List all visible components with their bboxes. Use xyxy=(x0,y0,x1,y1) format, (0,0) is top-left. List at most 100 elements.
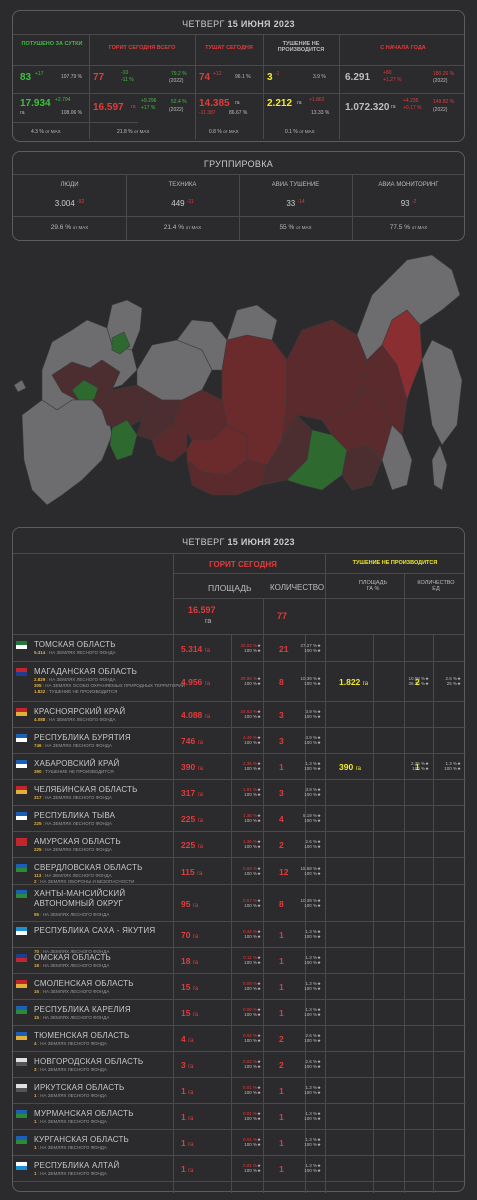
region-count: 3 xyxy=(279,736,284,746)
table-row[interactable]: СМОЛЕНСКАЯ ОБЛАСТЬ 15 : НА ЗЕМЛЯХ ЛЕСНОГ… xyxy=(13,974,466,1000)
grouping-value: 449 -11 xyxy=(171,199,194,208)
table-row[interactable]: КУРГАНСКАЯ ОБЛАСТЬ 1 : НА ЗЕМЛЯХ ЛЕСНОГО… xyxy=(13,1130,466,1156)
grouping-header: ТЕХНИКА xyxy=(168,182,197,188)
region-area: 1 га xyxy=(181,1164,194,1174)
burning-total-count: 77 xyxy=(93,72,105,83)
grouping-max: 77.5 % от MAX xyxy=(389,224,428,231)
burning-total-area: 16.597 xyxy=(93,102,124,113)
region-flag-icon xyxy=(16,864,27,872)
region-area: 3 га xyxy=(181,1060,194,1070)
region-count: 2 xyxy=(279,1060,284,1070)
region-name: КРАСНОЯРСКИЙ КРАЙ xyxy=(34,707,126,716)
region-flag-icon xyxy=(16,1006,27,1014)
table-row[interactable]: ЧЕЛЯБИНСКАЯ ОБЛАСТЬ 317 : НА ЗЕМЛЯХ ЛЕСН… xyxy=(13,780,466,806)
not-extinguished-header: ТУШЕНИЕ НЕ ПРОИЗВОДИТСЯ xyxy=(352,560,438,566)
region-count: 1 xyxy=(279,1086,284,1096)
total-area: 16.597 xyxy=(188,605,216,615)
table-row[interactable]: РЕСПУБЛИКА САХА - ЯКУТИЯ 70 : НА ЗЕМЛЯХ … xyxy=(13,922,466,954)
region-area: 4.956 га xyxy=(181,677,211,687)
region-area: 746 га xyxy=(181,736,203,746)
russia-fire-map xyxy=(13,254,463,506)
table-row[interactable]: НОВГОРОДСКАЯ ОБЛАСТЬ 3 : НА ЗЕМЛЯХ ЛЕСНО… xyxy=(13,1052,466,1078)
region-flag-icon xyxy=(16,786,27,794)
map-region-primorye xyxy=(381,424,413,491)
region-sub: 1 : НА ЗЕМЛЯХ ЛЕСНОГО ФОНДА xyxy=(34,1119,107,1124)
area-header: ПЛОЩАДЬ xyxy=(208,583,252,593)
region-flag-icon xyxy=(16,708,27,716)
region-name: МАГАДАНСКАЯ ОБЛАСТЬ xyxy=(34,667,138,676)
region-name: РЕСПУБЛИКА ТЫВА xyxy=(34,811,116,820)
count-header: КОЛИЧЕСТВО xyxy=(270,583,325,592)
region-name: СВЕРДЛОВСКАЯ ОБЛАСТЬ xyxy=(34,863,143,872)
region-sub: 225 : НА ЗЕМЛЯХ ЛЕСНОГО ФОНДА xyxy=(34,847,112,852)
region-sub: 5.314 : НА ЗЕМЛЯХ ЛЕСНОГО ФОНДА xyxy=(34,650,116,655)
region-sub: 18 : НА ЗЕМЛЯХ ЛЕСНОГО ФОНДА xyxy=(34,963,110,968)
region-area: 18 га xyxy=(181,956,199,966)
region-count: 3 xyxy=(279,788,284,798)
region-area: 1 га xyxy=(181,1086,194,1096)
region-name: ИРКУТСКАЯ ОБЛАСТЬ xyxy=(34,1083,125,1092)
region-flag-icon xyxy=(16,954,27,962)
region-sub: 2.829 : НА ЗЕМЛЯХ ЛЕСНОГО ФОНДА xyxy=(34,677,116,682)
region-area: 4 га xyxy=(181,1034,194,1044)
table-row[interactable]: РЕСПУБЛИКА АЛТАЙ 1 : НА ЗЕМЛЯХ ЛЕСНОГО Ф… xyxy=(13,1156,466,1182)
region-name: ТЮМЕНСКАЯ ОБЛАСТЬ xyxy=(34,1031,130,1040)
region-area: 115 га xyxy=(181,866,203,877)
table-row[interactable]: ТЮМЕНСКАЯ ОБЛАСТЬ 4 : НА ЗЕМЛЯХ ЛЕСНОГО … xyxy=(13,1026,466,1052)
table-row[interactable]: ТОМСКАЯ ОБЛАСТЬ 5.314 : НА ЗЕМЛЯХ ЛЕСНОГ… xyxy=(13,635,466,662)
table-row[interactable]: СВЕРДЛОВСКАЯ ОБЛАСТЬ 113 : НА ЗЕМЛЯХ ЛЕС… xyxy=(13,858,466,885)
region-flag-icon xyxy=(16,1032,27,1040)
region-count: 1 xyxy=(279,1138,284,1148)
region-name: РЕСПУБЛИКА САХА - ЯКУТИЯ xyxy=(34,926,156,935)
region-flag-icon xyxy=(16,760,27,768)
region-name: ТОМСКАЯ ОБЛАСТЬ xyxy=(34,640,116,649)
header-not-extinguished: ТУШЕНИЕ НЕ ПРОИЗВОДИТСЯ xyxy=(277,41,325,54)
table-row[interactable]: ИРКУТСКАЯ ОБЛАСТЬ 1 : НА ЗЕМЛЯХ ЛЕСНОГО … xyxy=(13,1078,466,1104)
region-count: 1 xyxy=(279,1164,284,1174)
map-region-south xyxy=(21,399,113,506)
table-row[interactable]: МАГАДАНСКАЯ ОБЛАСТЬ 2.829 : НА ЗЕМЛЯХ ЛЕ… xyxy=(13,662,466,702)
table-row[interactable]: РЕСПУБЛИКА БУРЯТИЯ 746 : НА ЗЕМЛЯХ ЛЕСНО… xyxy=(13,728,466,754)
region-flag-icon xyxy=(16,1058,27,1066)
table-row[interactable]: МУРМАНСКАЯ ОБЛАСТЬ 1 : НА ЗЕМЛЯХ ЛЕСНОГО… xyxy=(13,1104,466,1130)
region-sub: 1 : НА ЗЕМЛЯХ ЛЕСНОГО ФОНДА xyxy=(34,1171,107,1176)
grouping-value: 3.004 -92 xyxy=(54,199,85,208)
region-area: 225 га xyxy=(181,814,203,824)
region-flag-icon xyxy=(16,980,27,988)
burning-today-area: 14.385 xyxy=(199,98,230,109)
grouping-max: 21.4 % от MAX xyxy=(163,224,202,231)
region-flag-icon xyxy=(16,838,27,846)
region-flag-icon xyxy=(16,1162,27,1170)
grouping-header: ЛЮДИ xyxy=(60,182,79,188)
map-region-kamchatka xyxy=(421,339,463,446)
grouping-title: ГРУППИРОВКА xyxy=(203,159,274,169)
map-region-sakhalin xyxy=(431,444,448,491)
header-burning-total: ГОРИТ СЕГОДНЯ ВСЕГО xyxy=(108,45,176,51)
region-count: 12 xyxy=(279,866,289,877)
region-sub: 390 : ТУШЕНИЕ НЕ ПРОИЗВОДИТСЯ xyxy=(34,769,114,774)
region-not-area: 390 га xyxy=(339,762,361,772)
region-name: РЕСПУБЛИКА КАРЕЛИЯ xyxy=(34,1005,131,1014)
grouping-header: АВИА ТУШЕНИЕ xyxy=(271,182,320,188)
table-row[interactable]: ХАНТЫ-МАНСИЙСКИЙ АВТОНОМНЫЙ ОКРУГ 95 : Н… xyxy=(13,885,466,922)
summary-panel: ЧЕТВЕРГ 15 ИЮНЯ 2023 ПОТУШЕНО ЗА СУТКИ Г… xyxy=(12,10,465,142)
region-name: ЧЕЛЯБИНСКАЯ ОБЛАСТЬ xyxy=(34,785,138,794)
region-flag-icon xyxy=(16,890,27,898)
header-extinguished: ПОТУШЕНО ЗА СУТКИ xyxy=(21,41,83,47)
region-not-count: 1 xyxy=(415,762,420,772)
table-row[interactable]: ХАБАРОВСКИЙ КРАЙ 390 : ТУШЕНИЕ НЕ ПРОИЗВ… xyxy=(13,754,466,780)
table-row[interactable]: АМУРСКАЯ ОБЛАСТЬ 225 : НА ЗЕМЛЯХ ЛЕСНОГО… xyxy=(13,832,466,858)
map-region-chukotka xyxy=(356,254,461,361)
region-sub: 95 : НА ЗЕМЛЯХ ЛЕСНОГО ФОНДА xyxy=(34,912,110,917)
region-area: 317 га xyxy=(181,788,203,798)
region-name: НОВГОРОДСКАЯ ОБЛАСТЬ xyxy=(34,1057,144,1066)
table-row[interactable]: РЕСПУБЛИКА ТЫВА 225 : НА ЗЕМЛЯХ ЛЕСНОГО … xyxy=(13,806,466,832)
region-sub: 70 : НА ЗЕМЛЯХ ЛЕСНОГО ФОНДА xyxy=(34,949,110,954)
region-not-count: 2 xyxy=(415,677,420,687)
table-row[interactable]: ОМСКАЯ ОБЛАСТЬ 18 : НА ЗЕМЛЯХ ЛЕСНОГО ФО… xyxy=(13,948,466,974)
table-row[interactable]: КРАСНОЯРСКИЙ КРАЙ 4.088 : НА ЗЕМЛЯХ ЛЕСН… xyxy=(13,702,466,728)
region-area: 4.088 га xyxy=(181,710,211,720)
region-area: 95 га xyxy=(181,898,199,909)
table-row[interactable]: РЕСПУБЛИКА КАРЕЛИЯ 15 : НА ЗЕМЛЯХ ЛЕСНОГ… xyxy=(13,1000,466,1026)
grouping-value: 93 -2 xyxy=(400,199,417,208)
